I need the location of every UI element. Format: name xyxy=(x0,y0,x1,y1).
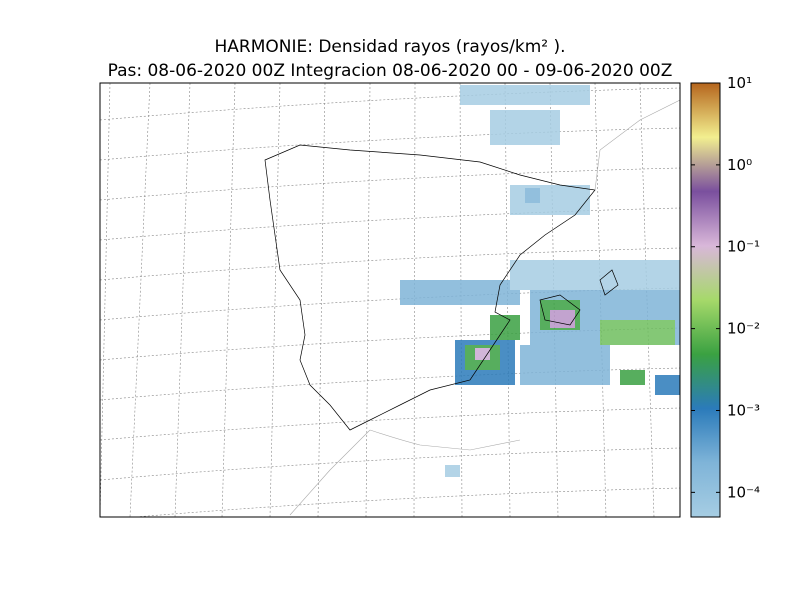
colorbar-tick-label: 10⁻³ xyxy=(727,401,760,419)
colorbar-tick-label: 10⁻¹ xyxy=(727,238,760,256)
coastline xyxy=(264,144,619,431)
colorbar xyxy=(690,82,721,518)
borders xyxy=(289,99,680,516)
colorbar-tick-label: 10⁻² xyxy=(727,320,760,338)
map xyxy=(100,83,680,517)
title: HARMONIE: Densidad rayos (rayos/km² ). xyxy=(214,37,565,57)
colorbar-tick-label: 10⁰ xyxy=(727,156,752,174)
map-frame xyxy=(99,82,681,518)
colorbar-tick-label: 10⁻⁴ xyxy=(727,483,760,501)
lightning-field xyxy=(400,85,680,477)
subtitle: Pas: 08-06-2020 00Z Integracion 08-06-20… xyxy=(108,61,673,81)
colorbar-tick-label: 10¹ xyxy=(727,74,752,92)
